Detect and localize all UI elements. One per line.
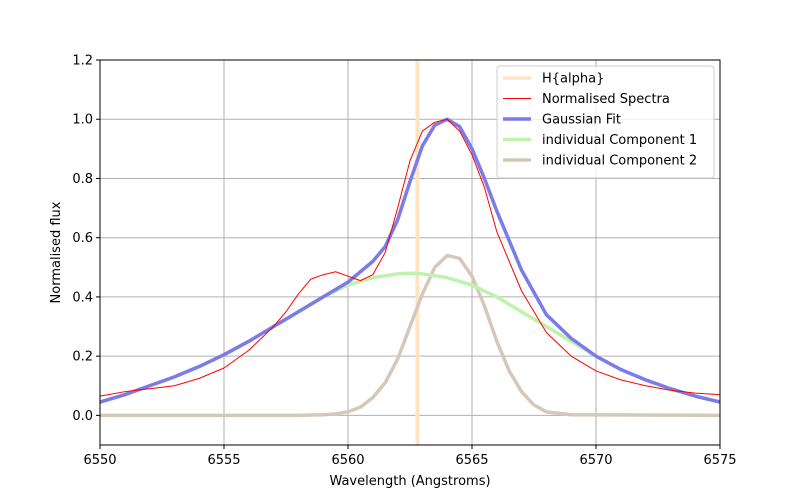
y-tick-label: 1.0: [72, 113, 93, 128]
series-layer: [100, 117, 720, 418]
legend-label: individual Component 2: [542, 154, 697, 169]
x-tick-label: 6575: [703, 453, 736, 468]
x-tick-label: 6560: [331, 453, 364, 468]
series-line-normalised-spectra: [100, 118, 720, 397]
y-tick-label: 0.2: [72, 350, 93, 365]
x-tick-label: 6555: [207, 453, 240, 468]
plot-frame: [99, 59, 721, 446]
y-tick-label: 0.4: [72, 290, 93, 305]
legend-label: Gaussian Fit: [542, 113, 621, 128]
x-axis-label: Wavelength (Angstroms): [329, 474, 490, 489]
y-tick-label: 0.8: [72, 172, 93, 187]
legend: H{alpha} Normalised Spectra Gaussian Fit in…: [496, 65, 715, 179]
y-tick-label: 0.6: [72, 231, 93, 246]
x-tick-label: 6570: [579, 453, 612, 468]
legend-label: individual Component 1: [542, 133, 697, 148]
y-tick-label: 1.2: [72, 54, 93, 69]
y-axis-label: Normalised flux: [49, 201, 64, 303]
series-line-gaussian-fit: [100, 117, 720, 404]
y-ticks: 0.0 0.2 0.4 0.6 0.8 1.0 1.2: [72, 54, 100, 424]
legend-label: H{alpha}: [542, 72, 604, 87]
x-ticks: 6550 6555 6560 6565 6570 6575: [83, 445, 737, 468]
legend-label: Normalised Spectra: [542, 92, 670, 107]
y-tick-label: 0.0: [72, 409, 93, 424]
x-tick-label: 6565: [455, 453, 488, 468]
legend-box: [496, 65, 715, 179]
x-tick-label: 6550: [83, 453, 116, 468]
series-line-individual-component-1: [100, 271, 720, 404]
series-line-individual-component-2: [100, 253, 720, 418]
